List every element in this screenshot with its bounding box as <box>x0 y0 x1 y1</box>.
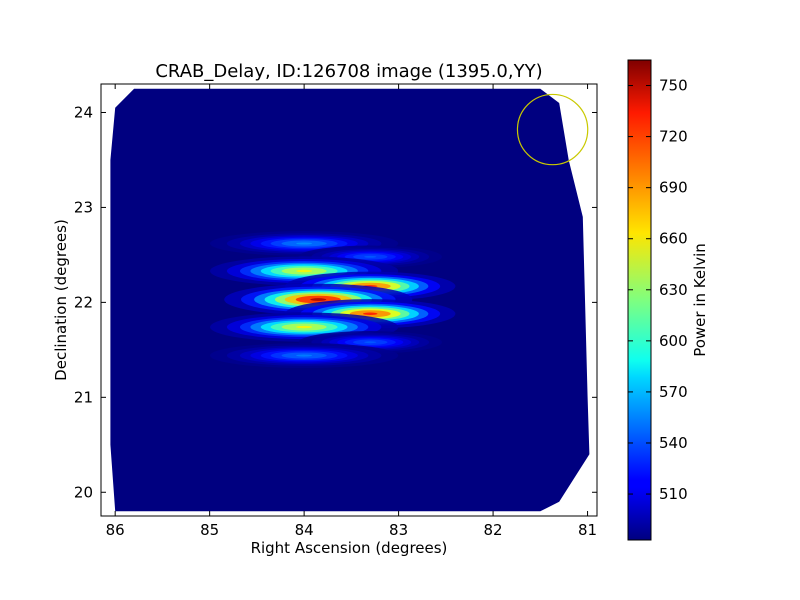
source-contour <box>296 325 313 329</box>
x-tick-label: 82 <box>484 521 503 539</box>
source-blob <box>298 245 442 269</box>
x-tick-label: 84 <box>295 521 314 539</box>
x-tick-label: 81 <box>578 521 597 539</box>
source-blob <box>210 312 399 342</box>
x-axis-label: Right Ascension (degrees) <box>251 539 448 557</box>
plot-area: 86 85 84 83 82 81 20 21 22 23 24 <box>74 83 598 539</box>
colorbar-tick-label: 540 <box>659 434 688 452</box>
source-blob <box>210 343 399 368</box>
colorbar-tick-label: 600 <box>659 332 688 350</box>
colorbar-tick-label: 570 <box>659 383 688 401</box>
y-tick-label: 21 <box>74 388 93 406</box>
heatmap-image <box>110 88 590 512</box>
y-axis-label: Declination (degrees) <box>52 219 70 381</box>
colorbar: 510 540 570 600 630 660 690 720 750 Power in Kel… <box>627 59 709 541</box>
y-tick-label: 24 <box>74 103 93 121</box>
source-contour <box>364 255 377 258</box>
chart-title: CRAB_Delay, ID:126708 image (1395.0,YY) <box>155 61 542 82</box>
colorbar-tick-label: 720 <box>659 128 688 146</box>
colorbar-ticks: 510 540 570 600 630 660 690 720 750 <box>628 77 688 503</box>
y-tick-label: 22 <box>74 293 93 311</box>
colorbar-tick-label: 660 <box>659 230 688 248</box>
colorbar-tick-label: 630 <box>659 281 688 299</box>
colorbar-label: Power in Kelvin <box>691 243 709 357</box>
colorbar-tick-label: 690 <box>659 179 688 197</box>
source-contour <box>310 298 327 301</box>
source-contour <box>296 269 313 273</box>
axes-frame <box>100 83 598 517</box>
x-tick-label: 86 <box>106 521 125 539</box>
axis-ticks: 86 85 84 83 82 81 20 21 22 23 24 <box>74 84 597 539</box>
source-contour <box>363 312 378 316</box>
source-contour <box>296 354 313 357</box>
colorbar-tick-label: 510 <box>659 485 688 503</box>
source-contour <box>296 242 313 245</box>
y-tick-label: 23 <box>74 198 93 216</box>
colorbar-tick-label: 750 <box>659 77 688 95</box>
x-tick-label: 85 <box>200 521 219 539</box>
source-contour <box>364 341 377 344</box>
colorbar-gradient <box>627 59 652 541</box>
y-tick-label: 20 <box>74 483 93 501</box>
x-tick-label: 83 <box>389 521 408 539</box>
beam-circle <box>516 93 589 166</box>
